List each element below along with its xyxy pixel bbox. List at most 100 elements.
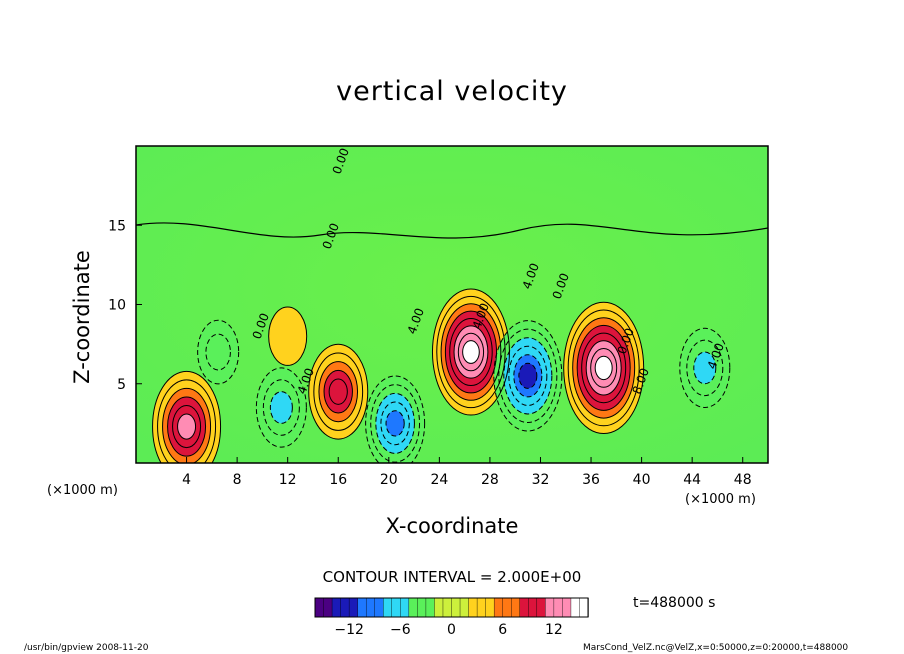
contour-7-0 bbox=[679, 327, 731, 408]
contour-4-6 bbox=[457, 332, 485, 372]
contour-3-2 bbox=[375, 392, 415, 454]
x-tick-label: 32 bbox=[532, 472, 550, 488]
cell-5-level-5 bbox=[518, 363, 537, 389]
colorbar-segment bbox=[536, 597, 547, 618]
x-tick-label: 20 bbox=[380, 472, 398, 488]
footer-left: /usr/bin/gpview 2008-11-20 bbox=[24, 643, 149, 653]
colorbar-tick-label: −6 bbox=[390, 622, 411, 638]
x-tick-label: 12 bbox=[279, 472, 297, 488]
colorbar-segment bbox=[485, 597, 495, 618]
contour-2-2 bbox=[318, 361, 359, 423]
colorbar-segment bbox=[511, 597, 521, 618]
contour-4-5 bbox=[453, 325, 489, 379]
colorbar-tick-label: 0 bbox=[447, 622, 456, 638]
contour-0-5 bbox=[177, 413, 197, 440]
colorbar-segment bbox=[545, 597, 555, 618]
colorbar-segment bbox=[459, 597, 470, 618]
colorbar-segment bbox=[391, 597, 402, 618]
contour-2-4 bbox=[328, 378, 348, 405]
footer-right: MarsCond_VelZ.nc@VelZ,x=0:50000,z=0:2000… bbox=[583, 643, 849, 653]
contour-2-3 bbox=[323, 369, 353, 414]
chart-title: vertical velocity bbox=[336, 76, 568, 107]
colorbar-segment bbox=[417, 597, 427, 618]
colorbar-segment bbox=[331, 597, 342, 618]
contour-4-1 bbox=[436, 295, 506, 409]
y-tick-label: 5 bbox=[117, 377, 126, 393]
contour-5-2 bbox=[503, 337, 553, 415]
contour-6-7 bbox=[594, 355, 613, 381]
contour-3-0 bbox=[365, 375, 426, 463]
colorbar-segment bbox=[468, 597, 478, 618]
colorbar-segment bbox=[451, 597, 461, 618]
cell-9-level-0 bbox=[268, 307, 307, 366]
cell-7-level-2 bbox=[693, 352, 716, 384]
x-unit-label-right: (×1000 m) bbox=[685, 492, 756, 507]
colorbar-segment bbox=[528, 597, 538, 618]
x-unit-label-left: (×1000 m) bbox=[47, 483, 118, 498]
colorbar-segment bbox=[400, 597, 410, 618]
cell-2-level-4 bbox=[329, 378, 348, 405]
contour-0-1 bbox=[157, 379, 217, 463]
contour-1-1 bbox=[262, 379, 300, 436]
cell-8-level-1 bbox=[205, 334, 231, 370]
x-tick-label: 16 bbox=[329, 472, 347, 488]
contour-6-2 bbox=[572, 317, 636, 419]
colorbar-segment bbox=[553, 597, 564, 618]
contour-0-3 bbox=[167, 396, 207, 457]
y-tick-label: 15 bbox=[108, 218, 126, 234]
plot-area: 0.000.000.00 4.004.004.004.008.004.000.00… bbox=[135, 145, 769, 464]
colorbar-segment bbox=[374, 597, 384, 618]
contour-0-4 bbox=[172, 404, 202, 449]
contour-8-0 bbox=[197, 319, 240, 385]
colorbar-segment bbox=[579, 597, 589, 618]
colorbar-segment bbox=[357, 597, 367, 618]
colorbar-segment bbox=[383, 597, 393, 618]
colorbar-tick-label: −12 bbox=[334, 622, 364, 638]
x-tick-label: 36 bbox=[582, 472, 600, 488]
colorbar-segment bbox=[340, 597, 350, 618]
contour-8-1 bbox=[205, 333, 231, 371]
colorbar-tick-label: 6 bbox=[498, 622, 507, 638]
contour-7-2 bbox=[693, 351, 717, 385]
x-ticks: 4 8 12 16 20 24 28 32 36 40 44 48 bbox=[182, 457, 752, 488]
contour-5-5 bbox=[518, 362, 538, 389]
colorbar-segment bbox=[570, 597, 581, 618]
colorbar-segment bbox=[562, 597, 572, 618]
contour-3-4 bbox=[385, 410, 405, 437]
colorbar-segment bbox=[502, 597, 512, 618]
contour-7-1 bbox=[686, 339, 724, 397]
contour-6-3 bbox=[576, 324, 631, 411]
colorbar-segment bbox=[408, 597, 419, 618]
contour-4-3 bbox=[444, 310, 498, 394]
colorbar-segment bbox=[365, 597, 376, 618]
colorbar-segment bbox=[348, 597, 359, 618]
contour-6-1 bbox=[567, 309, 640, 427]
contour-1-2 bbox=[269, 391, 293, 424]
contour-5-0 bbox=[493, 320, 563, 432]
colorbar-tick-label: 12 bbox=[545, 622, 563, 638]
contour-lines bbox=[136, 222, 768, 463]
colorbar-segment bbox=[314, 597, 325, 618]
contour-5-3 bbox=[508, 345, 548, 406]
x-tick-label: 4 bbox=[182, 472, 191, 488]
contour-6-5 bbox=[585, 340, 622, 396]
contour-2-1 bbox=[313, 352, 364, 431]
x-tick-label: 24 bbox=[430, 472, 448, 488]
cell-4-level-7 bbox=[462, 340, 480, 364]
x-tick-label: 28 bbox=[481, 472, 499, 488]
contour-4-2 bbox=[440, 303, 502, 401]
contour-5-1 bbox=[498, 328, 558, 423]
x-tick-label: 44 bbox=[683, 472, 701, 488]
colorbar-segment bbox=[493, 597, 504, 618]
zero-contour-upper bbox=[136, 222, 768, 239]
colorbar: −12 −6 0 6 12 bbox=[314, 597, 589, 638]
colorbar-segment bbox=[323, 597, 333, 618]
x-tick-label: 40 bbox=[633, 472, 651, 488]
contour-3-3 bbox=[380, 401, 410, 446]
colorbar-segment bbox=[519, 597, 529, 618]
cell-0-level-5 bbox=[177, 414, 196, 440]
colorbar-segment bbox=[442, 597, 453, 618]
contour-9-0 bbox=[268, 306, 308, 366]
colorbar-segment bbox=[476, 597, 487, 618]
